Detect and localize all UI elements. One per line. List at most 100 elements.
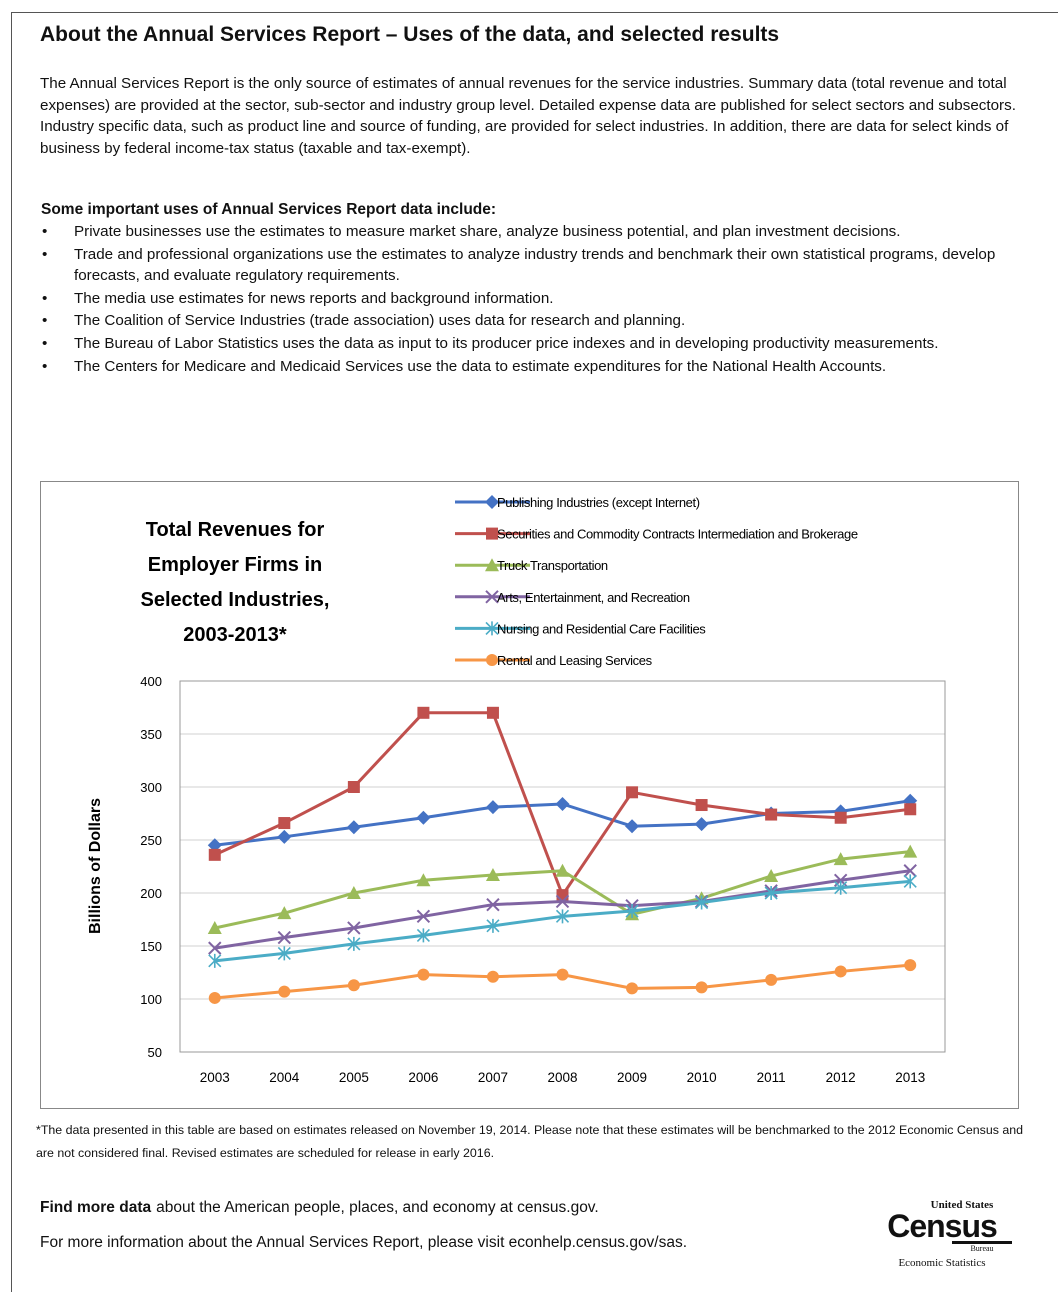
marker: [834, 880, 848, 895]
marker: [277, 930, 292, 945]
find-rest: about the American people, places, and e…: [156, 1199, 599, 1216]
page: About the Annual Services Report – Uses …: [11, 12, 1058, 1292]
legend-marker: [485, 558, 499, 572]
legend-marker: [485, 590, 499, 604]
marker: [556, 968, 569, 981]
marker: [416, 909, 431, 924]
marker: [555, 796, 570, 811]
chart: Total Revenues for Employer Firms in Selec…: [40, 481, 1019, 1109]
heading: About the Annual Services Report – Uses …: [40, 23, 780, 46]
marker: [416, 873, 431, 887]
marker: [277, 906, 292, 920]
marker: [485, 867, 500, 881]
census-logo: United States Census Bureau Economic Sta…: [872, 1199, 1012, 1269]
chart-border: [40, 481, 1019, 1109]
use-item: The Bureau of Labor Statistics uses the …: [12, 333, 1052, 355]
marker: [764, 886, 778, 900]
marker: [555, 863, 570, 877]
x-tick-label: 2006: [408, 1070, 438, 1085]
marker: [208, 953, 222, 968]
x-tick-label: 2010: [687, 1070, 717, 1085]
legend-label: Nursing and Residential Care Facilities: [497, 621, 706, 636]
marker: [416, 928, 430, 943]
use-item: The Centers for Medicare and Medicaid Se…: [12, 356, 1052, 378]
y-tick-label: 200: [140, 886, 162, 901]
marker: [486, 970, 499, 983]
marker: [207, 838, 222, 853]
marker: [904, 803, 917, 816]
marker: [486, 706, 499, 719]
marker: [695, 895, 709, 910]
legend-label: Rental and Leasing Services: [497, 653, 653, 668]
y-tick-label: 400: [140, 674, 162, 689]
x-tick-label: 2013: [895, 1070, 925, 1085]
x-tick-label: 2004: [269, 1070, 300, 1085]
marker: [347, 921, 361, 935]
marker: [208, 991, 221, 1004]
marker: [485, 800, 500, 815]
marker: [834, 811, 847, 824]
x-tick-label: 2008: [547, 1070, 577, 1085]
marker: [416, 810, 431, 825]
x-tick-label: 2005: [339, 1070, 369, 1085]
marker: [765, 973, 778, 986]
legend-marker: [486, 654, 498, 666]
marker: [347, 979, 360, 992]
marker: [904, 959, 917, 972]
x-tick-label: 2009: [617, 1070, 647, 1085]
y-tick-label: 350: [140, 727, 162, 742]
marker: [277, 829, 292, 844]
marker: [695, 799, 708, 812]
marker: [833, 852, 848, 866]
y-tick-label: 100: [140, 992, 162, 1007]
find-more: Find more data about the American people,…: [40, 1199, 599, 1217]
x-tick-label: 2011: [757, 1070, 786, 1085]
marker: [278, 817, 291, 830]
use-item: The Coalition of Service Industries (tra…: [12, 310, 1052, 332]
marker: [625, 904, 639, 919]
marker: [626, 982, 639, 995]
y-axis-label: Billions of Dollars: [87, 798, 104, 934]
logo-bureau: Bureau: [952, 1241, 1012, 1253]
series: [207, 844, 918, 934]
marker: [347, 936, 361, 951]
chart-title: Selected Industries,: [141, 589, 330, 611]
marker: [555, 894, 570, 909]
marker: [765, 808, 778, 821]
logo-sub: Economic Statistics: [898, 1257, 986, 1269]
marker: [346, 886, 361, 899]
marker: [486, 918, 500, 933]
uses-list: Private businesses use the estimates to …: [12, 221, 1052, 378]
marker: [555, 909, 570, 924]
marker: [207, 920, 222, 934]
y-tick-label: 250: [140, 833, 162, 848]
marker: [764, 869, 779, 883]
logo-top: United States: [930, 1199, 994, 1211]
marker: [277, 946, 291, 961]
legend-label: Truck Transportation: [497, 558, 608, 573]
marker: [903, 874, 917, 889]
marker: [834, 965, 847, 978]
marker: [625, 819, 640, 834]
chart-title: 2003-2013*: [183, 624, 287, 646]
find-bold: Find more data: [40, 1199, 152, 1216]
y-tick-label: 50: [148, 1045, 162, 1060]
legend-label: Securities and Commodity Contracts Inter…: [497, 527, 858, 542]
use-item: Private businesses use the estimates to …: [12, 221, 1052, 243]
use-item: Trade and professional organizations use…: [12, 244, 1052, 287]
marker: [346, 820, 361, 835]
legend-marker: [485, 621, 499, 636]
plot-border: [179, 680, 946, 1053]
series: [208, 706, 917, 902]
marker: [556, 889, 569, 902]
marker: [695, 981, 708, 994]
legend-label: Arts, Entertainment, and Recreation: [497, 590, 690, 605]
marker: [903, 864, 917, 878]
y-tick-label: 300: [140, 780, 162, 795]
marker: [417, 968, 430, 981]
y-tick-label: 150: [140, 939, 162, 954]
marker: [208, 941, 222, 955]
series: [208, 959, 917, 1004]
more-info: For more information about the Annual Se…: [40, 1234, 688, 1251]
x-tick-label: 2012: [826, 1070, 856, 1085]
